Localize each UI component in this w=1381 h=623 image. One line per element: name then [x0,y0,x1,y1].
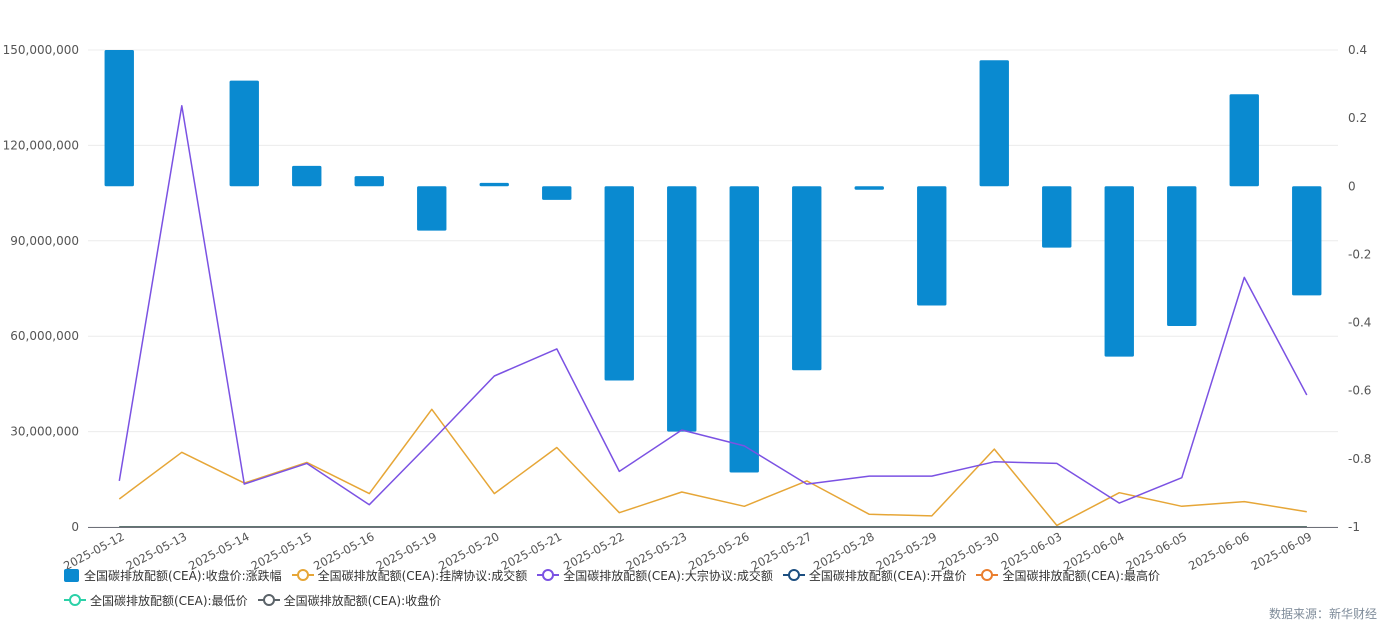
legend-swatch [782,568,805,582]
bar [792,186,822,371]
legend-swatch [257,593,280,607]
bar [1104,186,1134,357]
right-tick-label: 0 [1348,179,1356,193]
bar [979,60,1009,187]
left-tick-label: 150,000,000 [3,43,79,57]
grid-lines [88,49,1338,528]
legend-item[interactable]: 全国碳排放配额(CEA):收盘价 [257,591,442,609]
legend-swatch [64,593,86,607]
bar [479,182,509,187]
right-tick-label: -0.2 [1348,247,1371,261]
bar-series [104,50,1322,473]
bar [1167,186,1197,326]
series-line [118,104,1308,506]
bar [292,165,322,187]
bar [229,80,259,187]
legend-label: 全国碳排放配额(CEA):开盘价 [808,568,967,583]
legend-swatch [537,568,560,582]
legend-item[interactable]: 全国碳排放配额(CEA):挂牌协议:成交额 [291,566,528,584]
legend-swatch [64,568,79,582]
bar [542,186,572,200]
right-tick-label: -0.6 [1348,384,1371,398]
series-line [118,408,1307,527]
right-tick-label: -0.4 [1348,316,1371,330]
legend-label: 全国碳排放配额(CEA):挂牌协议:成交额 [317,568,528,583]
left-tick-label: 30,000,000 [10,425,79,439]
legend-label: 全国碳排放配额(CEA):收盘价 [283,593,442,608]
left-axis: 0 30,000,000 60,000,000 90,000,000 120,000,0… [3,43,79,534]
right-tick-label: -0.8 [1348,452,1371,466]
left-tick-label: 120,000,000 [3,138,79,152]
legend-label: 全国碳排放配额(CEA):收盘价:涨跌幅 [84,568,282,583]
bar [1229,94,1259,187]
legend-item[interactable]: 全国碳排放配额(CEA):大宗协议:成交额 [537,566,773,584]
left-tick-label: 0 [71,520,79,534]
bar [854,186,884,190]
legend-item[interactable]: 全国碳排放配额(CEA):开盘价 [782,566,967,584]
right-tick-label: 0.4 [1348,43,1367,57]
legend-swatch [291,568,314,582]
bar [417,186,447,231]
left-tick-label: 90,000,000 [10,234,79,248]
right-axis: -1 -0.8 -0.6 -0.4 -0.2 0 0.2 0.4 [1348,43,1371,534]
legend-label: 全国碳排放配额(CEA):大宗协议:成交额 [563,568,773,583]
left-tick-label: 60,000,000 [10,329,79,343]
right-tick-label: 0.2 [1348,111,1367,125]
bar [1042,186,1072,248]
legend-swatch [976,568,999,582]
bar [667,186,697,432]
legend-item[interactable]: 全国碳排放配额(CEA):收盘价:涨跌幅 [64,566,282,584]
data-source: 数据来源：新华财经 [1268,607,1377,621]
legend: 全国碳排放配额(CEA):收盘价:涨跌幅 全国碳排放配额(CEA):挂牌协议:成交… [64,566,1344,609]
legend-label: 全国碳排放配额(CEA):最低价 [90,593,248,608]
legend-item[interactable]: 全国碳排放配额(CEA):最低价 [64,591,248,609]
bar [917,186,947,306]
right-tick-label: -1 [1348,520,1360,534]
legend-label: 全国碳排放配额(CEA):最高价 [1002,568,1161,583]
bar [729,186,759,473]
legend-item[interactable]: 全国碳排放配额(CEA):最高价 [976,566,1160,584]
bar [1292,186,1322,296]
bar [604,186,634,381]
bar [354,176,384,187]
bar [104,50,134,187]
